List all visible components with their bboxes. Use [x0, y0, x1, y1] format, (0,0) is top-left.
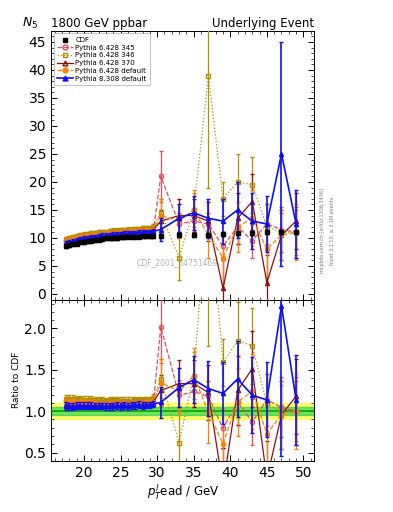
Text: Rivet 3.1.10, ≥ 3.1M events: Rivet 3.1.10, ≥ 3.1M events	[330, 196, 335, 265]
Text: CDF_2001_S4751469: CDF_2001_S4751469	[137, 258, 218, 267]
X-axis label: $p_T^{l}$ead / GeV: $p_T^{l}$ead / GeV	[147, 482, 219, 502]
Text: mcplots.cern.ch [arXiv:1306.3436]: mcplots.cern.ch [arXiv:1306.3436]	[320, 188, 325, 273]
Bar	[51, 403, 314, 419]
Y-axis label: Ratio to CDF: Ratio to CDF	[13, 352, 22, 409]
Legend: CDF, Pythia 6.428 345, Pythia 6.428 346, Pythia 6.428 370, Pythia 6.428 default,: CDF, Pythia 6.428 345, Pythia 6.428 346,…	[54, 33, 150, 85]
Bar	[51, 407, 314, 415]
Text: 1800 GeV ppbar: 1800 GeV ppbar	[51, 16, 147, 30]
Y-axis label: $N_5$: $N_5$	[22, 16, 38, 31]
Text: Underlying Event: Underlying Event	[212, 16, 314, 30]
